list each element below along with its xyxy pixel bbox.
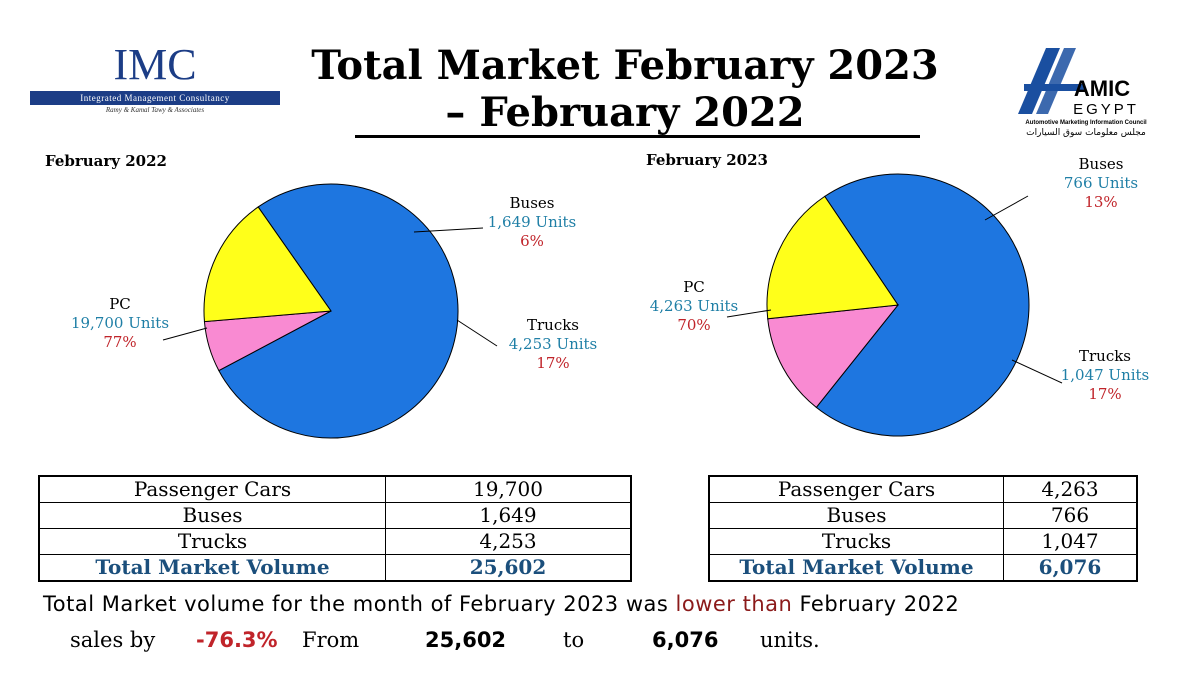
table-cell-value: 1,649 <box>385 502 632 529</box>
slice-units-trucks: 1,047 Units <box>1061 366 1150 384</box>
leader-line-pc <box>726 309 772 318</box>
amic-logo-sub: EGYPT <box>1073 101 1139 118</box>
slice-percent-pc: 70% <box>677 316 710 334</box>
leader-line-buses <box>413 227 484 233</box>
table-cell-value: 1,047 <box>1003 528 1138 555</box>
table-row: Buses 766 <box>708 502 1138 529</box>
slice-units-pc: 4,263 Units <box>650 297 739 315</box>
table-cell-value: 4,263 <box>1003 475 1138 503</box>
amic-logo: AMIC EGYPT Automotive Marketing Informat… <box>1018 48 1147 138</box>
summary-to: to <box>563 628 585 652</box>
slice-percent-trucks: 17% <box>536 354 569 372</box>
imc-logo-bar: Integrated Management Consultancy <box>30 91 280 105</box>
summary-text-a: Total Market volume for the month of Feb… <box>43 592 676 616</box>
table-total-label: Total Market Volume <box>38 554 386 582</box>
summary-line-1: Total Market volume for the month of Feb… <box>43 592 959 616</box>
imc-logo-text: IMC <box>113 40 197 89</box>
summary-text-highlight: lower than <box>675 592 793 616</box>
summary-to-value: 6,076 <box>652 628 719 652</box>
slice-units-buses: 1,649 Units <box>488 213 577 231</box>
table-total-label: Total Market Volume <box>708 554 1004 582</box>
slice-label-pc: PC <box>109 295 131 313</box>
volume-table-feb-2023: Passenger Cars 4,263 Buses 766 Trucks 1,… <box>708 475 1138 582</box>
title-line-1: Total Market February 2023 <box>311 42 939 89</box>
pie-slice-buses <box>767 304 900 409</box>
slice-units-buses: 766 Units <box>1064 174 1138 192</box>
slice-label-pc: PC <box>683 278 705 296</box>
table-cell-label: Passenger Cars <box>38 475 386 503</box>
leader-line-pc <box>162 327 208 341</box>
summary-change-percent: -76.3% <box>196 628 278 652</box>
slice-units-trucks: 4,253 Units <box>509 335 598 353</box>
slice-percent-buses: 6% <box>520 232 544 250</box>
amic-logo-bar <box>1024 84 1084 91</box>
summary-line-2: sales by -76.3% From 25,602 to 6,076 uni… <box>0 628 1190 658</box>
table-row: Passenger Cars 19,700 <box>38 475 632 503</box>
imc-logo: IMC Integrated Management Consultancy Ra… <box>30 42 280 122</box>
leader-line-trucks <box>456 319 498 347</box>
leader-line-buses <box>984 195 1029 221</box>
pie-slice-pc <box>815 173 1030 437</box>
table-row: Trucks 4,253 <box>38 528 632 555</box>
summary-from: From <box>302 628 360 652</box>
table-row: Buses 1,649 <box>38 502 632 529</box>
pie-slice-trucks <box>203 206 332 323</box>
amic-logo-arabic: مجلس معلومات سوق السيارات <box>1026 128 1146 138</box>
summary-text-b: February 2022 <box>792 592 960 616</box>
slice-percent-buses: 13% <box>1084 193 1117 211</box>
imc-logo-subtext: Ramy & Kamal Tawy & Associates <box>105 106 205 114</box>
table-cell-label: Trucks <box>38 528 386 555</box>
slice-label-buses: Buses <box>1079 155 1124 173</box>
chart-1-title: February 2022 <box>45 152 167 170</box>
amic-logo-mark <box>1018 48 1060 114</box>
table-cell-label: Buses <box>708 502 1004 529</box>
pie-slice-trucks <box>766 195 899 320</box>
slice-percent-pc: 77% <box>103 333 136 351</box>
table-cell-value: 4,253 <box>385 528 632 555</box>
table-cell-value: 19,700 <box>385 475 632 503</box>
slice-units-pc: 19,700 Units <box>71 314 169 332</box>
slice-label-trucks: Trucks <box>1079 347 1131 365</box>
summary-units: units. <box>760 628 820 652</box>
chart-2-title: February 2023 <box>646 151 768 169</box>
summary-from-value: 25,602 <box>425 628 507 652</box>
title-line-2: – February 2022 <box>445 89 805 136</box>
volume-table-feb-2022: Passenger Cars 19,700 Buses 1,649 Trucks… <box>38 475 632 582</box>
table-total-value: 6,076 <box>1003 554 1138 582</box>
leader-line-trucks <box>1011 359 1063 384</box>
amic-logo-mark-2 <box>1036 48 1076 114</box>
slice-label-buses: Buses <box>510 194 555 212</box>
table-total-row: Total Market Volume 6,076 <box>708 554 1138 582</box>
slice-percent-trucks: 17% <box>1088 385 1121 403</box>
table-cell-label: Passenger Cars <box>708 475 1004 503</box>
table-total-row: Total Market Volume 25,602 <box>38 554 632 582</box>
table-row: Trucks 1,047 <box>708 528 1138 555</box>
page-title: Total Market February 2023 – February 20… <box>300 42 950 136</box>
table-row: Passenger Cars 4,263 <box>708 475 1138 503</box>
table-cell-value: 766 <box>1003 502 1138 529</box>
slice-label-trucks: Trucks <box>527 316 579 334</box>
table-cell-label: Buses <box>38 502 386 529</box>
amic-logo-name: AMIC <box>1074 76 1130 101</box>
pie-slice-pc <box>218 183 459 439</box>
summary-sales-by: sales by <box>70 628 156 652</box>
amic-logo-tagline: Automotive Marketing Information Council <box>1025 120 1147 126</box>
table-total-value: 25,602 <box>385 554 632 582</box>
title-underline <box>355 135 920 138</box>
table-cell-label: Trucks <box>708 528 1004 555</box>
